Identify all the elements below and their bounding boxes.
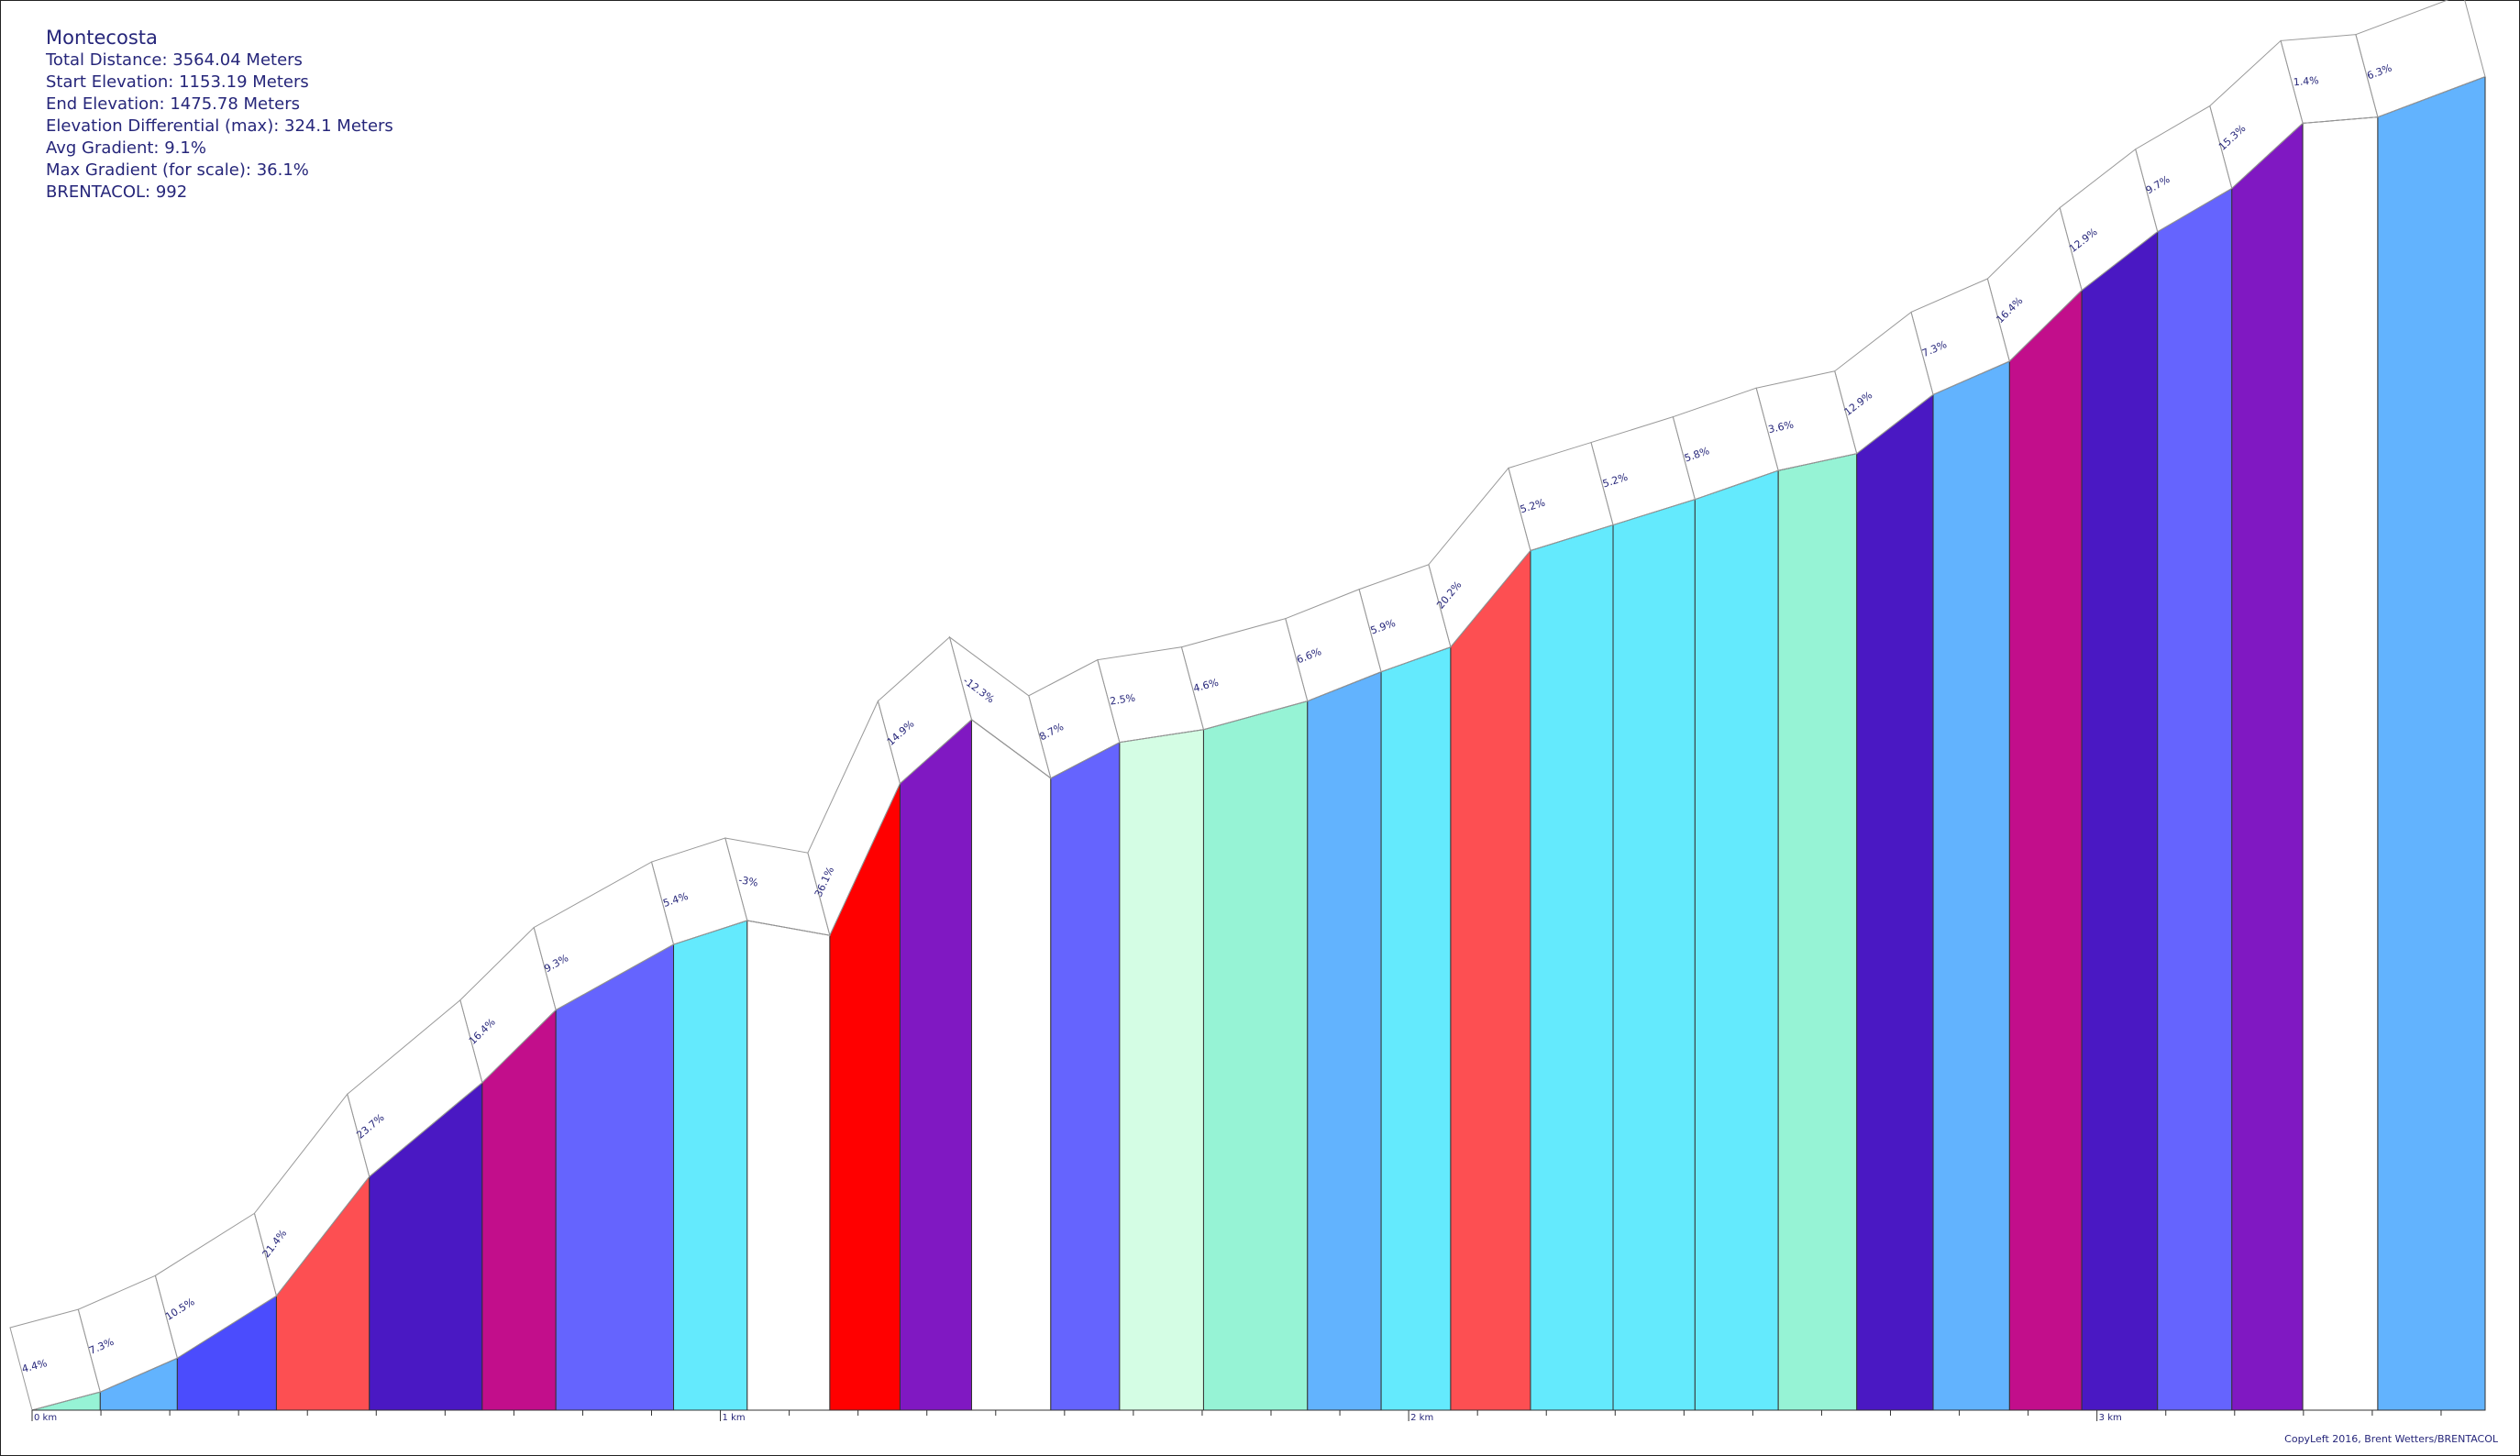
gradient-label: 5.2%: [1519, 497, 1547, 516]
elevation-differential-row: Elevation Differential (max): 324.1 Mete…: [46, 116, 393, 138]
copyright-credit: CopyLeft 2016, Brent Wetters/BRENTACOL: [2284, 1433, 2498, 1445]
profile-segment: [746, 920, 831, 1411]
gradient-label: 4.4%: [20, 1357, 48, 1375]
gradient-band: [9, 1308, 101, 1411]
profile-segment: [829, 783, 901, 1411]
profile-segment: [1050, 741, 1121, 1411]
gradient-label: 14.9%: [885, 718, 917, 748]
total-distance-row: Total Distance: 3564.04 Meters: [46, 50, 393, 72]
profile-segment: [1777, 453, 1858, 1411]
x-axis-tick-label: 1 km: [723, 1413, 746, 1423]
gradient-label: 5.8%: [1683, 445, 1711, 464]
gradient-label: 12.9%: [2067, 226, 2100, 255]
gradient-label: 6.6%: [1295, 645, 1323, 666]
profile-segment: [1119, 729, 1204, 1411]
gradient-label: 2.5%: [1109, 692, 1136, 708]
gradient-label: 16.4%: [1994, 294, 2025, 325]
gradient-label: 21.4%: [260, 1228, 290, 1261]
gradient-label: 5.2%: [1601, 471, 1630, 491]
gradient-label: 16.4%: [467, 1016, 498, 1047]
gradient-label: 8.7%: [1037, 721, 1066, 743]
x-axis: 0 km 1 km 2 km 3 km: [31, 1409, 2483, 1423]
max-gradient-row: Max Gradient (for scale): 36.1%: [46, 160, 393, 182]
profile-segment: [1307, 670, 1382, 1411]
profile-segment: [176, 1295, 277, 1411]
profile-info-panel: Montecosta Total Distance: 3564.04 Meter…: [46, 26, 393, 204]
gradient-label: 6.3%: [2365, 61, 2393, 82]
gradient-label: 7.3%: [1920, 338, 1949, 359]
end-elevation-label: End Elevation:: [46, 94, 165, 114]
profile-segment: [1380, 646, 1452, 1411]
gradient-label: 23.7%: [354, 1111, 386, 1141]
gradient-label: 12.9%: [1842, 389, 1875, 418]
gradient-label: 9.7%: [2144, 173, 2172, 196]
brentacol-row: BRENTACOL: 992: [46, 182, 393, 204]
gradient-label: 5.9%: [1369, 617, 1398, 637]
max-gradient-value: 36.1%: [256, 160, 309, 180]
start-elevation-row: Start Elevation: 1153.19 Meters: [46, 72, 393, 94]
profile-segment: [673, 920, 748, 1411]
gradient-label: 3.6%: [1767, 419, 1795, 436]
brentacol-value: 992: [155, 182, 188, 202]
profile-segment: [1612, 499, 1696, 1411]
profile-segment: [1856, 393, 1934, 1411]
gradient-label: 5.4%: [661, 890, 690, 910]
profile-segment: [481, 1009, 557, 1411]
profile-segment: [369, 1081, 483, 1411]
profile-segment: [2231, 122, 2304, 1411]
end-elevation-value: 1475.78 Meters: [170, 94, 301, 114]
profile-segment: [1694, 469, 1779, 1411]
end-elevation-row: End Elevation: 1475.78 Meters: [46, 94, 393, 116]
profile-segment: [1932, 360, 2010, 1411]
gradient-label: 15.3%: [2216, 122, 2249, 152]
profile-segment: [2081, 230, 2159, 1411]
profile-segment: [99, 1357, 178, 1411]
avg-gradient-label: Avg Gradient:: [46, 138, 160, 158]
gradient-band: [2355, 0, 2486, 118]
gradient-band: [724, 837, 831, 936]
profile-segment: [971, 718, 1052, 1411]
gradient-label: 4.6%: [1192, 677, 1220, 695]
gradient-label: 7.3%: [87, 1336, 116, 1357]
max-gradient-label: Max Gradient (for scale):: [46, 160, 251, 180]
total-distance-value: 3564.04 Meters: [172, 50, 303, 70]
profile-segment: [1450, 549, 1531, 1411]
gradient-label: 1.4%: [2293, 74, 2319, 88]
brentacol-label: BRENTACOL:: [46, 182, 151, 202]
elevation-differential-label: Elevation Differential (max):: [46, 116, 280, 136]
climb-title: Montecosta: [46, 27, 158, 49]
profile-segment: [2302, 116, 2379, 1411]
gradient-label: 20.2%: [1434, 579, 1464, 611]
gradient-label: 9.3%: [542, 952, 570, 975]
gradient-band: [1755, 370, 1858, 471]
profile-segment: [275, 1175, 370, 1411]
x-axis-tick-label: 2 km: [1410, 1413, 1433, 1423]
start-elevation-label: Start Elevation:: [46, 72, 174, 92]
gradient-label: 10.5%: [163, 1296, 197, 1323]
x-axis-tick-label: 0 km: [34, 1413, 57, 1423]
avg-gradient-row: Avg Gradient: 9.1%: [46, 138, 393, 160]
gradient-label: -3%: [737, 874, 758, 889]
profile-segment: [899, 718, 973, 1411]
profile-segment: [2377, 75, 2486, 1411]
segment-fills: [31, 75, 2486, 1411]
profile-segment: [1202, 700, 1309, 1411]
profile-segment: [2157, 187, 2233, 1411]
profile-segment: [2008, 289, 2083, 1411]
x-axis-tick-label: 3 km: [2099, 1413, 2122, 1423]
start-elevation-value: 1153.19 Meters: [179, 72, 309, 92]
profile-segment: [555, 943, 675, 1411]
profile-segment: [1530, 524, 1614, 1411]
total-distance-label: Total Distance:: [46, 50, 168, 70]
elevation-differential-value: 324.1 Meters: [284, 116, 393, 136]
avg-gradient-value: 9.1%: [164, 138, 206, 158]
